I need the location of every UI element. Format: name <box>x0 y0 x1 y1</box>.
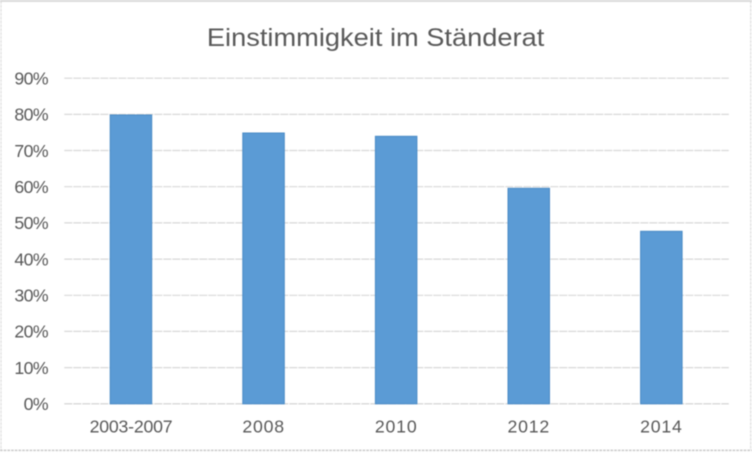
svg-text:50%: 50% <box>14 213 48 233</box>
svg-text:Einstimmigkeit im Ständerat: Einstimmigkeit im Ständerat <box>207 23 545 52</box>
svg-text:0%: 0% <box>24 394 49 414</box>
svg-text:30%: 30% <box>14 286 48 306</box>
svg-text:90%: 90% <box>14 69 48 89</box>
svg-text:2010: 2010 <box>375 417 418 437</box>
svg-text:70%: 70% <box>14 141 48 161</box>
svg-text:80%: 80% <box>14 105 48 125</box>
svg-text:40%: 40% <box>14 249 48 269</box>
svg-text:60%: 60% <box>14 177 48 197</box>
svg-text:2012: 2012 <box>508 417 551 437</box>
svg-text:2003-2007: 2003-2007 <box>90 417 173 437</box>
svg-text:10%: 10% <box>14 358 48 378</box>
svg-text:2014: 2014 <box>640 417 683 437</box>
svg-text:20%: 20% <box>14 322 48 342</box>
svg-text:2008: 2008 <box>242 417 285 437</box>
